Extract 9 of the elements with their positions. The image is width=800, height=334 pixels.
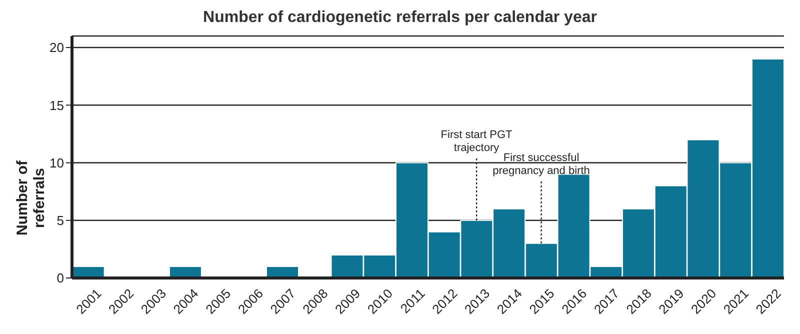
y-tick-label: 15 xyxy=(50,98,64,113)
y-tick-label: 20 xyxy=(50,40,64,56)
annotation: First successful pregnancy and birth xyxy=(492,152,590,178)
y-tick-label: 5 xyxy=(56,212,64,228)
y-tick-label: 0 xyxy=(56,270,64,286)
y-axis-title: Number of referrals xyxy=(14,159,48,236)
y-tick-label: 10 xyxy=(50,155,64,170)
annotation: First start PGT trajectory xyxy=(440,129,513,154)
chart-title: Number of cardiogenetic referrals per calendar year xyxy=(202,8,598,28)
